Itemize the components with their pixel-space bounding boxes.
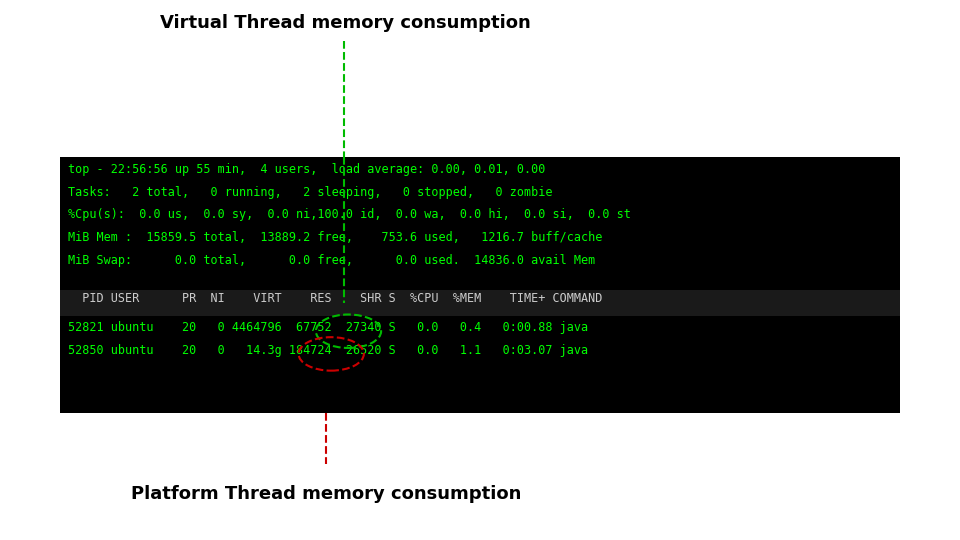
Text: Tasks:   2 total,   0 running,   2 sleeping,   0 stopped,   0 zombie: Tasks: 2 total, 0 running, 2 sleeping, 0… <box>68 186 553 199</box>
Text: Platform Thread memory consumption: Platform Thread memory consumption <box>132 485 521 503</box>
Text: 52850 ubuntu    20   0   14.3g 184724  26520 S   0.0   1.1   0:03.07 java: 52850 ubuntu 20 0 14.3g 184724 26520 S 0… <box>68 344 588 357</box>
Text: PID USER      PR  NI    VIRT    RES    SHR S  %CPU  %MEM    TIME+ COMMAND: PID USER PR NI VIRT RES SHR S %CPU %MEM … <box>68 293 603 306</box>
FancyBboxPatch shape <box>60 157 900 413</box>
Text: MiB Swap:      0.0 total,      0.0 free,      0.0 used.  14836.0 avail Mem: MiB Swap: 0.0 total, 0.0 free, 0.0 used.… <box>68 254 595 267</box>
Text: MiB Mem :  15859.5 total,  13889.2 free,    753.6 used,   1216.7 buff/cache: MiB Mem : 15859.5 total, 13889.2 free, 7… <box>68 231 603 244</box>
Text: %Cpu(s):  0.0 us,  0.0 sy,  0.0 ni,100.0 id,  0.0 wa,  0.0 hi,  0.0 si,  0.0 st: %Cpu(s): 0.0 us, 0.0 sy, 0.0 ni,100.0 id… <box>68 208 631 221</box>
Text: Virtual Thread memory consumption: Virtual Thread memory consumption <box>160 14 531 32</box>
Text: top - 22:56:56 up 55 min,  4 users,  load average: 0.00, 0.01, 0.00: top - 22:56:56 up 55 min, 4 users, load … <box>68 163 545 176</box>
Text: 52821 ubuntu    20   0 4464796  67752  27340 S   0.0   0.4   0:00.88 java: 52821 ubuntu 20 0 4464796 67752 27340 S … <box>68 321 588 334</box>
FancyBboxPatch shape <box>60 289 900 315</box>
